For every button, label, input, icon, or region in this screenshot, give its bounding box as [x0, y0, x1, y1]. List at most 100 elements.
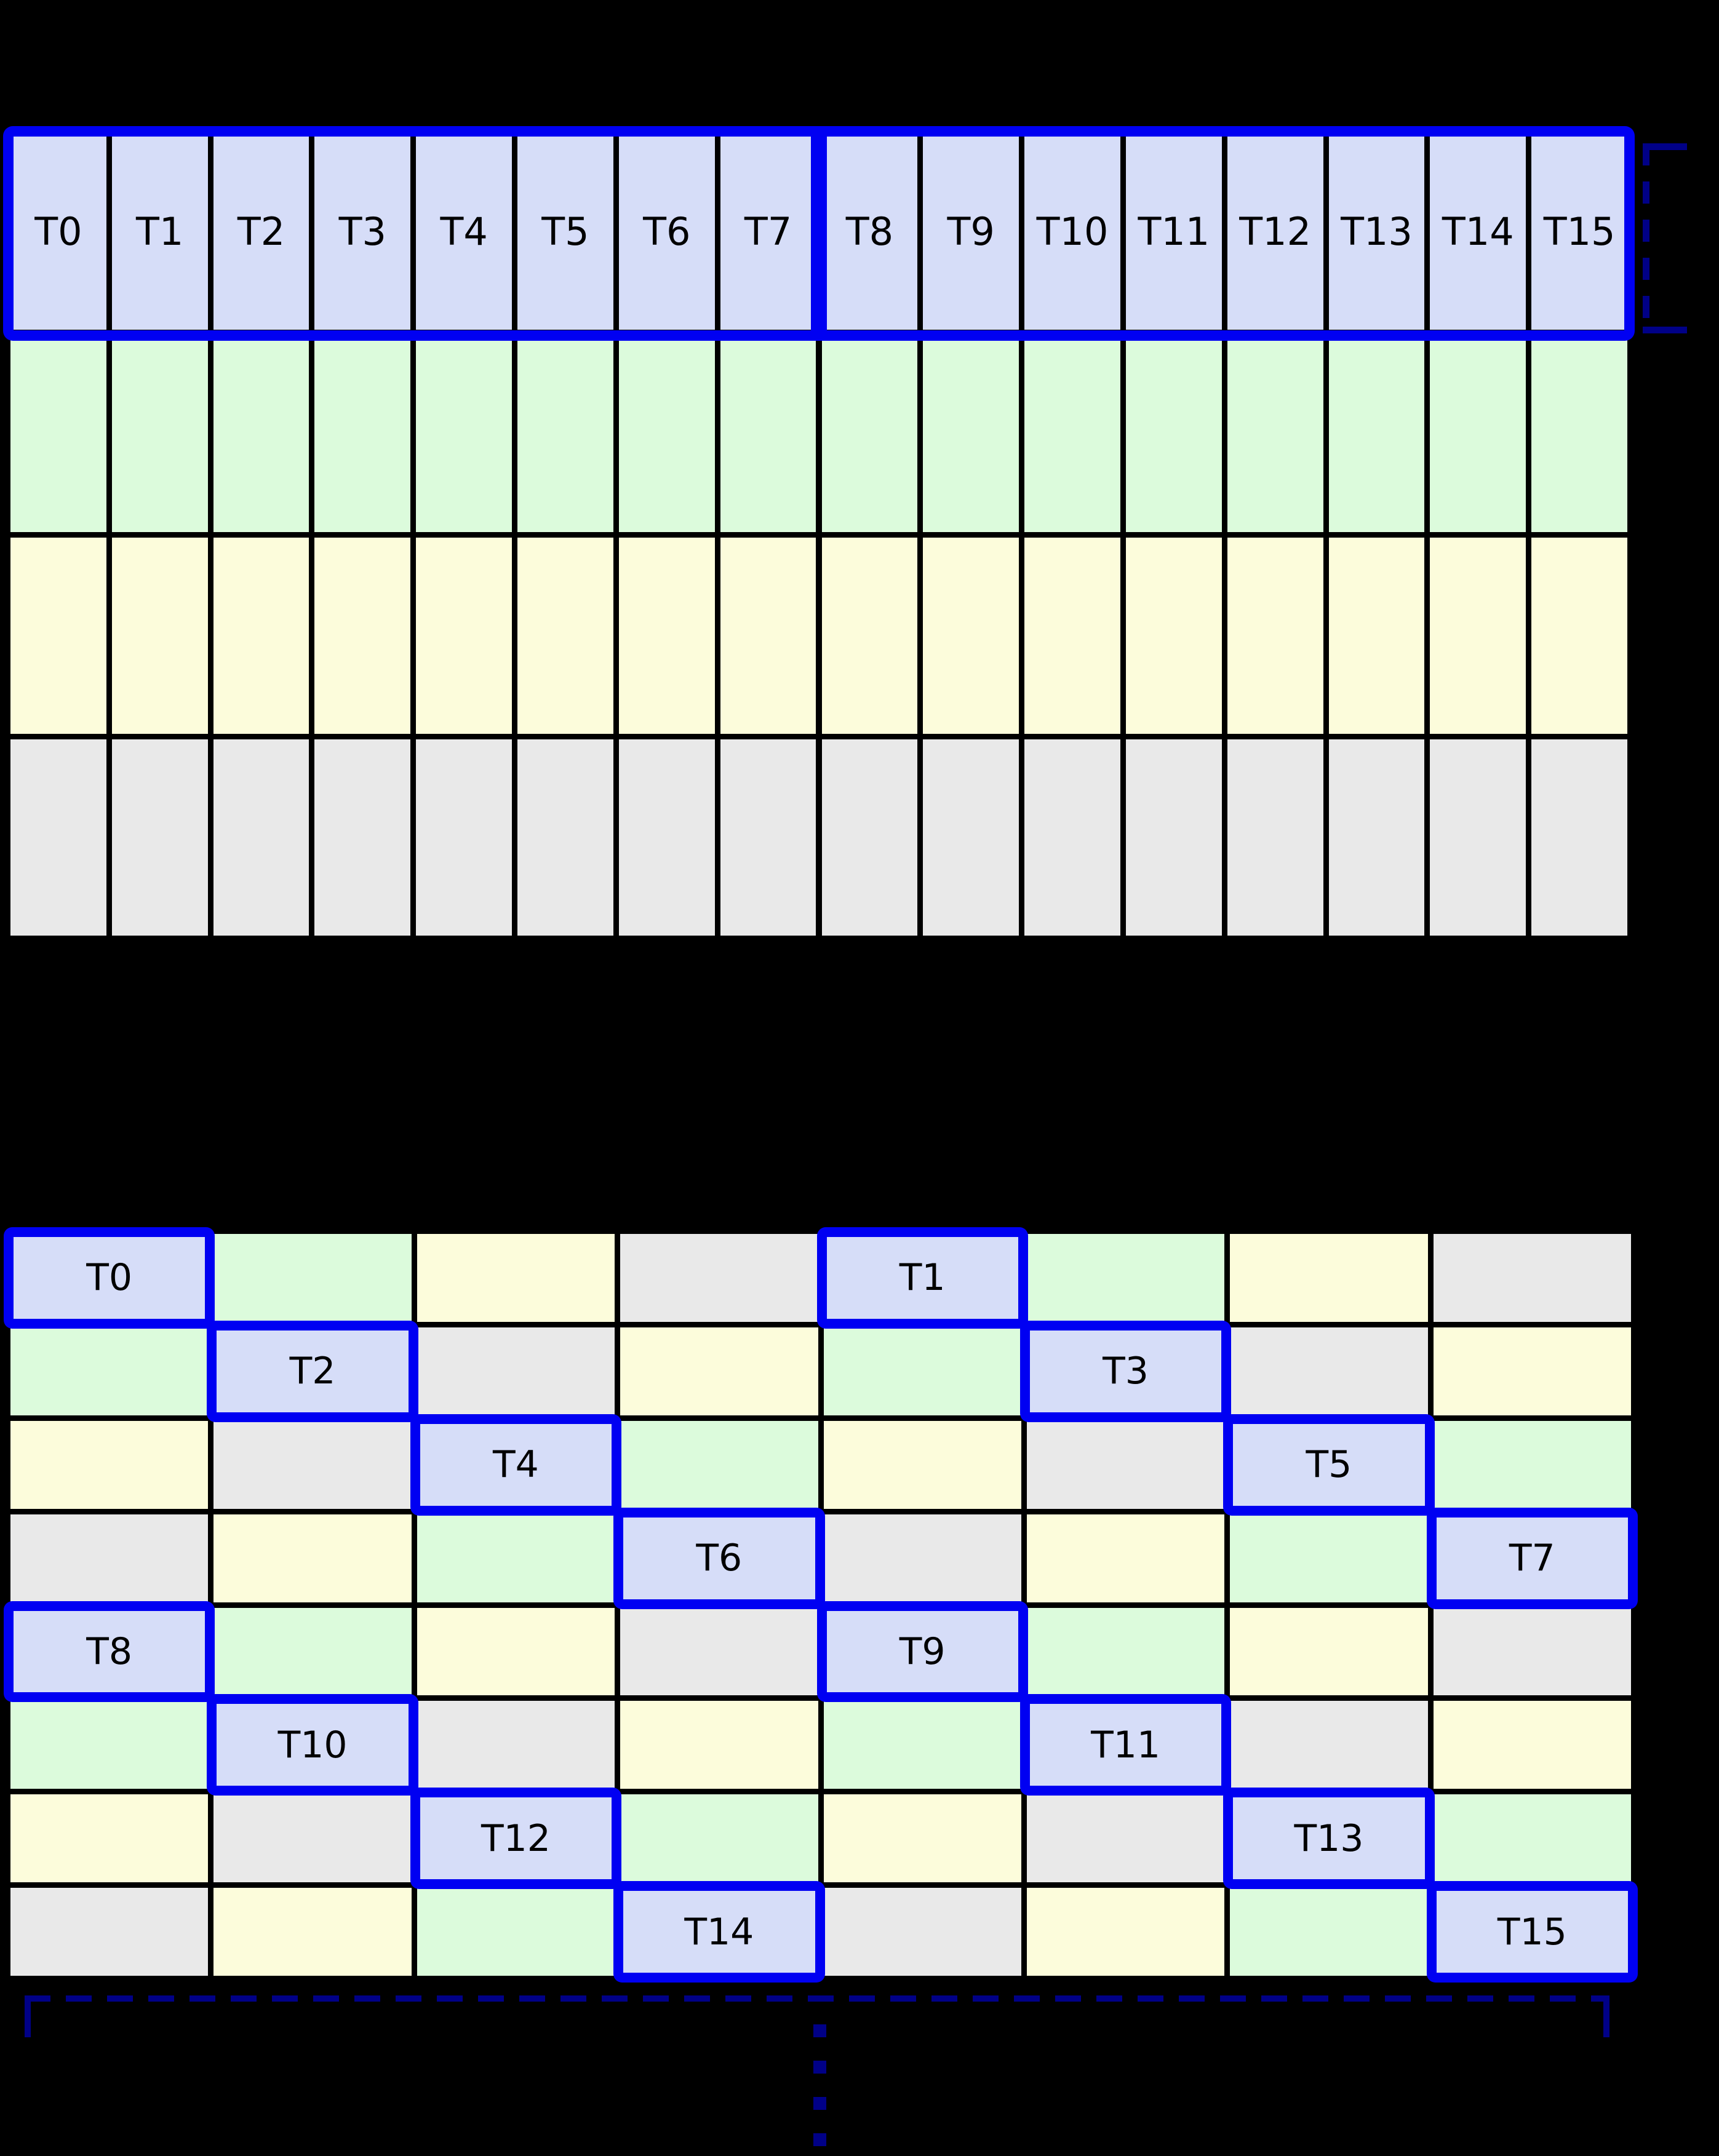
memory-cell-yellow: [1026, 1888, 1225, 1976]
thread-access-cell: T7: [720, 133, 816, 330]
thread-outline-box: T5: [1223, 1414, 1435, 1516]
thread-access-cell: [213, 1701, 412, 1789]
thread-access-cell: [1433, 1514, 1631, 1602]
thread-label: T2: [289, 1350, 336, 1393]
memory-cell-gray: [417, 1701, 615, 1789]
memory-cell-gray: [416, 739, 513, 936]
memory-cell-green: [417, 1888, 615, 1976]
thread-outline-box: T11: [1019, 1694, 1232, 1796]
memory-cell-green: [10, 1701, 209, 1789]
memory-cell-yellow: [1230, 1234, 1428, 1322]
memory-cell-yellow: [1433, 1327, 1631, 1415]
memory-cell-green: [213, 1234, 412, 1322]
memory-cell-green: [1230, 1888, 1428, 1976]
memory-cell-gray: [1026, 1420, 1225, 1509]
thread-label: T12: [481, 1816, 551, 1860]
memory-cell-green: [1024, 335, 1120, 532]
thread-label: T13: [1341, 209, 1413, 254]
thread-outline-box: T8: [4, 1601, 215, 1703]
thread-label: T15: [1497, 1910, 1567, 1954]
memory-cell-yellow: [417, 1234, 615, 1322]
memory-cell-gray: [1227, 739, 1323, 936]
thread-label: T8: [845, 209, 894, 254]
memory-cell-gray: [620, 1607, 818, 1696]
thread-access-cell: [823, 1607, 1021, 1696]
memory-cell-green: [10, 1327, 209, 1415]
thread-label: T12: [1239, 209, 1312, 254]
memory-cell-green: [10, 335, 106, 532]
memory-cell-gray: [417, 1327, 615, 1415]
memory-cell-yellow: [1026, 1514, 1225, 1602]
memory-cell-green: [1531, 335, 1627, 532]
thread-label: T1: [136, 209, 184, 254]
thread-access-cell: T6: [618, 133, 715, 330]
continuation-ellipsis-icon: [813, 2024, 826, 2154]
memory-cell-green: [618, 335, 715, 532]
thread-label: T11: [1138, 209, 1210, 254]
thread-label: T15: [1543, 209, 1616, 254]
memory-cell-green: [620, 1420, 818, 1509]
memory-cell-gray: [1433, 1234, 1631, 1322]
thread-access-cell: T2: [213, 133, 309, 330]
thread-label: T8: [86, 1629, 133, 1673]
memory-cell-yellow: [517, 537, 613, 734]
memory-cell-yellow: [10, 1794, 209, 1883]
memory-cell-gray: [720, 739, 816, 936]
memory-cell-green: [213, 1607, 412, 1696]
thread-access-cell: T14: [1430, 133, 1526, 330]
thread-access-cell: T9: [923, 133, 1019, 330]
memory-cell-gray: [618, 739, 715, 936]
thread-label: T9: [899, 1629, 946, 1673]
memory-cell-green: [314, 335, 411, 532]
memory-cell-gray: [10, 1888, 209, 1976]
memory-cell-green: [1430, 335, 1526, 532]
memory-cell-yellow: [213, 1888, 412, 1976]
bracket-top-arm: [1643, 143, 1687, 150]
thread-access-cell: [1230, 1794, 1428, 1883]
bracket-right-tick: [1603, 1995, 1609, 2037]
memory-cell-yellow: [620, 1327, 818, 1415]
memory-cell-gray: [1024, 739, 1120, 936]
thread-label: T9: [947, 209, 995, 254]
thread-access-cell: [1230, 1420, 1428, 1509]
thread-outline-box: T1: [816, 1227, 1028, 1329]
thread-access-cell: T1: [111, 133, 208, 330]
memory-cell-green: [1433, 1794, 1631, 1883]
swizzled-array-grid: T0 T1 T2 T3 T4 T5 T6 T7 T8 T9 T10 T11 T12 T13 T14 T15: [4, 1227, 1638, 1983]
thread-access-cell: [620, 1514, 818, 1602]
thread-label: T3: [338, 209, 386, 254]
thread-label: T3: [1103, 1350, 1149, 1393]
thread-outline-box: T6: [613, 1507, 825, 1609]
memory-cell-gray: [821, 739, 918, 936]
memory-cell-gray: [823, 1888, 1021, 1976]
thread-outline-box: T3: [1019, 1320, 1232, 1422]
thread-label: T5: [1306, 1443, 1352, 1487]
memory-cell-yellow: [417, 1607, 615, 1696]
thread-access-cell: T11: [1125, 133, 1222, 330]
memory-cell-gray: [1328, 739, 1425, 936]
memory-cell-gray: [111, 739, 208, 936]
thread-label: T11: [1091, 1723, 1161, 1767]
thread-access-cell: T5: [517, 133, 613, 330]
thread-outline-box: T13: [1223, 1788, 1435, 1890]
memory-cell-gray: [1433, 1607, 1631, 1696]
memory-cell-gray: [213, 739, 309, 936]
thread-label: T5: [541, 209, 589, 254]
memory-cell-gray: [1531, 739, 1627, 936]
memory-cell-green: [517, 335, 613, 532]
thread-access-cell: [417, 1794, 615, 1883]
memory-cell-gray: [10, 1514, 209, 1602]
memory-cell-gray: [314, 739, 411, 936]
thread-label: T6: [696, 1537, 743, 1580]
thread-label: T1: [899, 1256, 946, 1300]
thread-access-cell: T15: [1531, 133, 1627, 330]
thread-outline-box: T7: [1426, 1507, 1638, 1609]
memory-cell-yellow: [1230, 1607, 1428, 1696]
memory-cell-gray: [1230, 1327, 1428, 1415]
thread-access-cell: [620, 1888, 818, 1976]
thread-outline-box: T0: [4, 1227, 215, 1329]
thread-access-cell: [823, 1234, 1021, 1322]
thread-access-cell: [10, 1234, 209, 1322]
thread-access-cell: T4: [416, 133, 513, 330]
memory-cell-yellow: [1328, 537, 1425, 734]
